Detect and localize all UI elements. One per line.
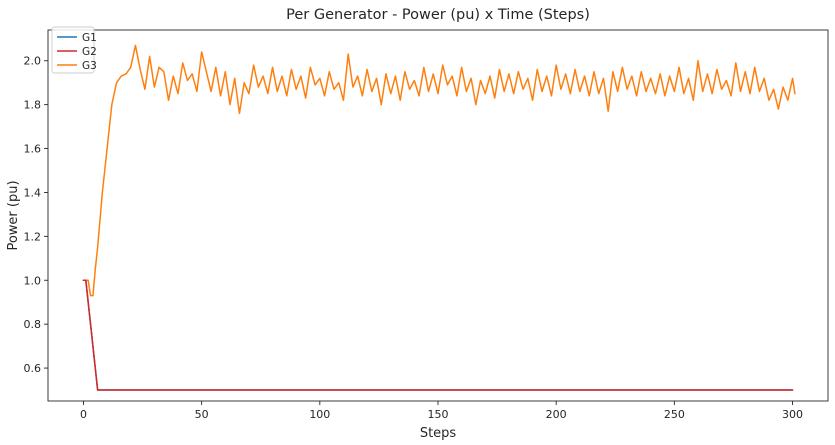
y-tick-label: 0.8: [24, 318, 42, 331]
y-tick-label: 0.6: [24, 362, 42, 375]
x-axis: 0 50 100 150 200 250 300: [80, 401, 803, 421]
chart-title: Per Generator - Power (pu) x Time (Steps…: [286, 7, 590, 23]
x-tick-label: 250: [664, 408, 685, 421]
legend-label-g2: G2: [82, 46, 97, 58]
legend-items: G1 G2 G3: [57, 32, 97, 72]
y-tick-label: 1.8: [24, 99, 42, 112]
x-axis-label: Steps: [420, 426, 457, 441]
y-axis: 0.6 0.8 1.0 1.2 1.4 1.6 1.8 2.0: [24, 55, 48, 375]
y-tick-label: 1.6: [24, 143, 42, 156]
legend-box: [51, 26, 95, 74]
y-axis-label: Power (pu): [6, 180, 21, 250]
x-tick-label: 150: [428, 408, 449, 421]
series-group: [82, 44, 796, 391]
series-line-g3: [82, 44, 796, 297]
legend-label-g1: G1: [82, 32, 97, 44]
legend-label-g3: G3: [82, 60, 97, 72]
plot-area: [47, 29, 829, 402]
y-tick-label: 2.0: [24, 55, 42, 68]
x-tick-label: 300: [782, 408, 803, 421]
x-tick-label: 0: [80, 408, 87, 421]
y-tick-label: 1.2: [24, 230, 42, 243]
y-tick-label: 1.0: [24, 274, 42, 287]
legend: G1 G2 G3: [51, 26, 97, 74]
series-line-g2: [82, 279, 794, 391]
x-tick-label: 100: [309, 408, 330, 421]
x-tick-label: 200: [546, 408, 567, 421]
y-tick-label: 1.4: [24, 186, 42, 199]
x-tick-label: 50: [195, 408, 209, 421]
